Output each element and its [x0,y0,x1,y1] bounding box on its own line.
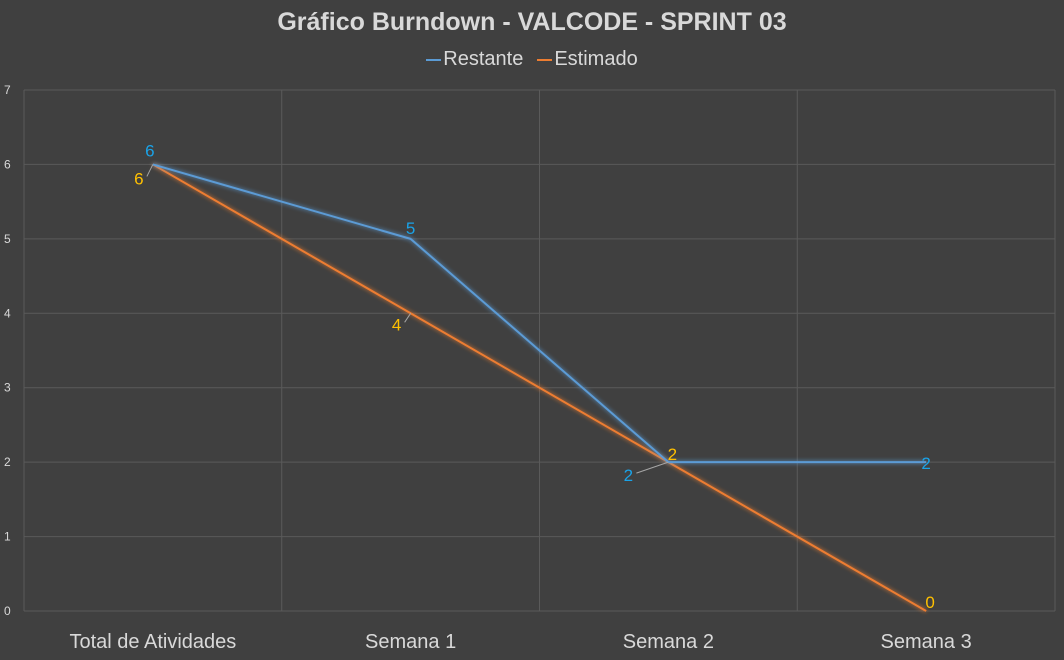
chart-title: Gráfico Burndown - VALCODE - SPRINT 03 [277,8,787,36]
y-tick-label: 0 [4,604,11,618]
y-tick-label: 1 [4,530,11,544]
data-label-leader [404,313,412,323]
data-label-leader [636,461,669,474]
legend-item-restante: Restante [426,48,523,71]
data-label-restante: 6 [145,141,154,160]
data-label-estimado: 6 [134,169,143,188]
data-label-leader [146,164,154,177]
legend-item-estimado: Estimado [537,48,638,71]
series-line-restante [152,163,927,464]
data-label-estimado: 2 [668,445,677,464]
legend-swatch-restante [426,58,442,61]
y-tick-label: 7 [4,83,11,97]
x-tick-label: Semana 1 [365,631,456,653]
legend: Restante Estimado [0,48,1064,71]
y-tick-label: 6 [4,157,11,171]
data-label-restante: 2 [624,466,633,485]
data-label-restante: 5 [406,219,415,238]
legend-swatch-estimado [537,58,553,61]
legend-label-restante: Restante [443,48,524,70]
y-tick-label: 2 [4,455,11,469]
y-tick-label: 3 [4,381,11,395]
x-tick-label: Semana 3 [881,631,972,653]
x-tick-label: Semana 2 [623,631,714,653]
series-line-estimado [152,163,927,612]
x-tick-label: Total de Atividades [69,631,236,653]
data-label-estimado: 0 [925,593,934,612]
data-label-restante: 2 [921,454,930,473]
y-tick-label: 5 [4,232,11,246]
data-label-estimado: 4 [392,315,401,334]
legend-label-estimado: Estimado [554,48,638,70]
y-tick-label: 4 [4,306,11,320]
